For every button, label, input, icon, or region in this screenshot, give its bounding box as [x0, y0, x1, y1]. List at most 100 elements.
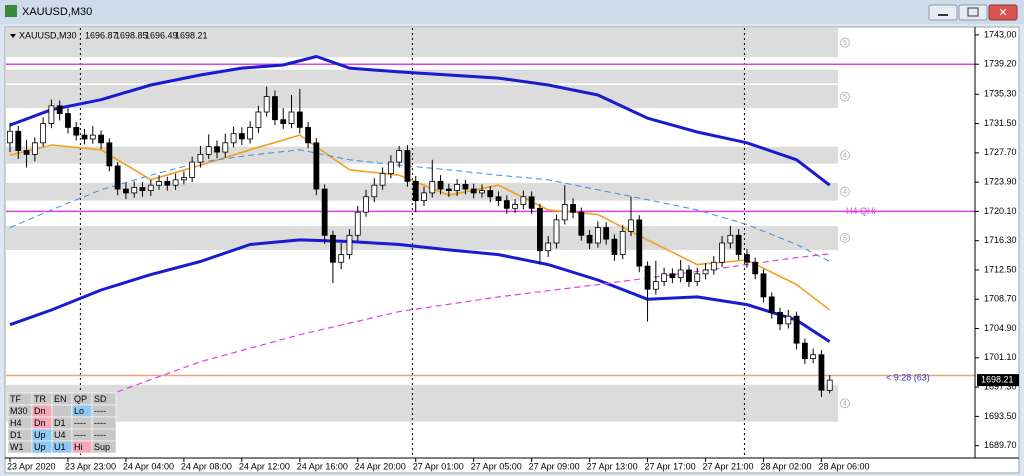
y-tick-label: 1712.50	[984, 264, 1017, 274]
candle-body	[777, 311, 783, 325]
panel-text: ----	[74, 430, 86, 440]
zone-label: 5	[843, 40, 847, 47]
high-price: 1698.85	[115, 30, 148, 40]
candle-body	[89, 134, 96, 140]
candle-body	[661, 273, 668, 282]
candle-body	[305, 127, 311, 144]
panel-text: Up	[34, 430, 46, 440]
restore-button[interactable]	[958, 4, 988, 21]
panel-text: U4	[54, 430, 66, 440]
candle-body	[396, 150, 403, 163]
candle-body	[238, 133, 245, 140]
panel-text: TF	[10, 394, 21, 404]
candle-body	[214, 146, 220, 153]
y-tick-label: 1701.10	[984, 352, 1017, 362]
indicator-line	[9, 238, 831, 343]
candle-body	[437, 180, 444, 190]
candle-body	[313, 142, 320, 190]
candle-body	[619, 231, 626, 255]
candle-body	[719, 242, 725, 263]
x-tick-label: 24 Apr 16:00	[297, 461, 348, 471]
candle-body	[694, 273, 701, 282]
candle-body	[139, 187, 146, 191]
candle-body	[255, 111, 262, 128]
candle-body	[354, 211, 361, 236]
y-tick-label: 1739.20	[984, 59, 1017, 69]
level-label: H4 QHi	[846, 206, 876, 216]
minimize-button[interactable]	[928, 4, 958, 21]
candle-body	[387, 161, 394, 175]
x-tick-label: 27 Apr 05:00	[471, 461, 522, 471]
candle-body	[98, 134, 104, 144]
close-button[interactable]	[988, 4, 1018, 21]
candle-body	[710, 261, 717, 271]
x-tick-label: 27 Apr 09:00	[529, 461, 580, 471]
candle-body	[636, 219, 643, 267]
candle-body	[412, 180, 419, 202]
panel-cell	[91, 440, 117, 454]
x-tick-label: 24 Apr 12:00	[239, 461, 290, 471]
panel-text: ----	[74, 418, 86, 428]
candle-body	[222, 142, 229, 153]
x-tick-label: 27 Apr 01:00	[413, 461, 464, 471]
x-tick-label: 28 Apr 02:00	[760, 461, 811, 471]
candle-body	[801, 342, 808, 359]
window-icon	[5, 5, 17, 17]
panel-text: Dn	[34, 406, 46, 416]
candle-body	[826, 379, 833, 391]
panel-text: EN	[54, 394, 67, 404]
candle-body	[445, 188, 452, 191]
candle-body	[73, 127, 80, 136]
candle-body	[180, 177, 187, 181]
y-tick-label: 1689.70	[984, 440, 1017, 450]
window-buttons[interactable]: ✕	[928, 4, 1018, 21]
candle-body	[40, 123, 47, 144]
candle-body	[56, 105, 63, 114]
candle-body	[520, 196, 527, 205]
restore-icon	[967, 7, 979, 17]
candle-body	[230, 133, 237, 144]
panel-text: ----	[94, 406, 106, 416]
close-icon: ✕	[998, 7, 1007, 19]
zone-badge	[840, 398, 850, 409]
candle-body	[338, 254, 345, 263]
candle-body	[156, 180, 162, 186]
low-price: 1696.49	[145, 30, 178, 40]
candle-body	[628, 219, 634, 232]
y-tick-label: 1693.50	[984, 411, 1017, 421]
candle-body	[263, 96, 270, 113]
candle-body	[164, 180, 171, 186]
candle-body	[247, 127, 254, 140]
candle-body	[379, 173, 386, 186]
panel-text: TR	[34, 394, 46, 404]
y-tick-label: 1704.90	[984, 323, 1017, 333]
candle-body	[172, 179, 179, 186]
candle-body	[570, 204, 576, 213]
candle-body	[760, 273, 767, 298]
candle-body	[48, 105, 55, 124]
candle-body	[454, 184, 461, 191]
candle-body	[23, 150, 30, 155]
close-price: 1698.21	[175, 30, 208, 40]
candle-body	[487, 190, 494, 198]
x-tick-label: 23 Apr 2020	[7, 461, 56, 471]
indicator-line	[9, 55, 831, 187]
panel-cell	[51, 404, 73, 418]
panel-text: Lo	[74, 406, 84, 416]
y-tick-label: 1697.30	[984, 381, 1017, 391]
zone-badge	[840, 37, 850, 48]
y-tick-label: 1720.10	[984, 206, 1017, 216]
candle-body	[404, 150, 411, 182]
candle-body	[686, 269, 692, 282]
open-price: 1696.87	[85, 30, 118, 40]
candle-body	[768, 296, 775, 313]
zone	[6, 226, 838, 250]
candle-body	[123, 188, 129, 194]
candle-body	[106, 142, 113, 167]
window-title: XAUUSD,M30	[22, 6, 92, 18]
candle-body	[495, 196, 502, 202]
zone-label: 5	[843, 235, 847, 242]
zone-badge	[840, 91, 850, 102]
y-tick-label: 1723.90	[984, 176, 1017, 186]
